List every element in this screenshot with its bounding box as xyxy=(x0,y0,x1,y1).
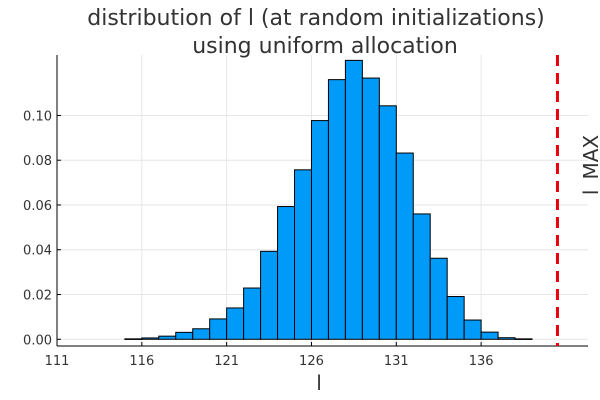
histogram-bar-11 xyxy=(310,120,329,340)
histogram-bar-20 xyxy=(463,319,482,340)
histogram-bar-13 xyxy=(344,59,363,340)
histogram-bar-5 xyxy=(209,318,228,340)
histogram-bar-1 xyxy=(141,337,160,340)
vline-annotation-label: l_MAX xyxy=(579,135,600,195)
bars-layer xyxy=(124,59,533,340)
histogram-bar-0 xyxy=(124,338,143,340)
x-tick-label-5: 136 xyxy=(469,354,494,369)
histogram-bar-9 xyxy=(277,206,296,340)
axes-layer xyxy=(56,55,588,347)
histogram-bar-22 xyxy=(497,337,516,340)
histogram-bar-15 xyxy=(378,105,397,340)
histogram-bar-10 xyxy=(294,169,312,340)
y-tick-label-1: 0.02 xyxy=(23,289,52,304)
x-tick-label-3: 126 xyxy=(299,354,324,369)
chart-title-line-2: using uniform allocation xyxy=(192,34,458,59)
histogram-bar-2 xyxy=(158,335,177,340)
x-tick-label-0: 111 xyxy=(45,354,70,369)
histogram-bar-6 xyxy=(226,307,245,340)
histogram-bar-7 xyxy=(243,287,262,340)
histogram-bar-18 xyxy=(429,257,448,340)
histogram-bar-16 xyxy=(395,152,414,340)
y-tick-label-2: 0.04 xyxy=(23,244,52,259)
histogram-bar-8 xyxy=(260,250,279,340)
x-tick-label-4: 131 xyxy=(384,354,409,369)
x-tick-label-1: 116 xyxy=(129,354,154,369)
histogram-bar-14 xyxy=(361,77,380,340)
chart-title-line-1: distribution of l (at random initializat… xyxy=(87,6,545,31)
histogram-bar-19 xyxy=(446,296,465,340)
histogram-bar-3 xyxy=(175,331,194,340)
histogram-bar-21 xyxy=(480,331,499,340)
y-tick-label-4: 0.08 xyxy=(23,154,52,169)
histogram-bar-12 xyxy=(327,79,346,340)
histogram-bar-4 xyxy=(192,328,211,340)
histogram-bar-23 xyxy=(514,338,533,340)
x-tick-label-2: 121 xyxy=(214,354,239,369)
y-tick-label-0: 0.00 xyxy=(23,333,52,348)
y-tick-label-5: 0.10 xyxy=(23,109,52,124)
ticks-layer: 111 116 121 126 131 136 0.00 0.02 0.04 0.06 0.08 0.… xyxy=(23,109,493,369)
y-tick-label-3: 0.06 xyxy=(23,199,52,214)
x-axis-label: l xyxy=(316,371,322,395)
histogram-bar-17 xyxy=(412,213,431,340)
